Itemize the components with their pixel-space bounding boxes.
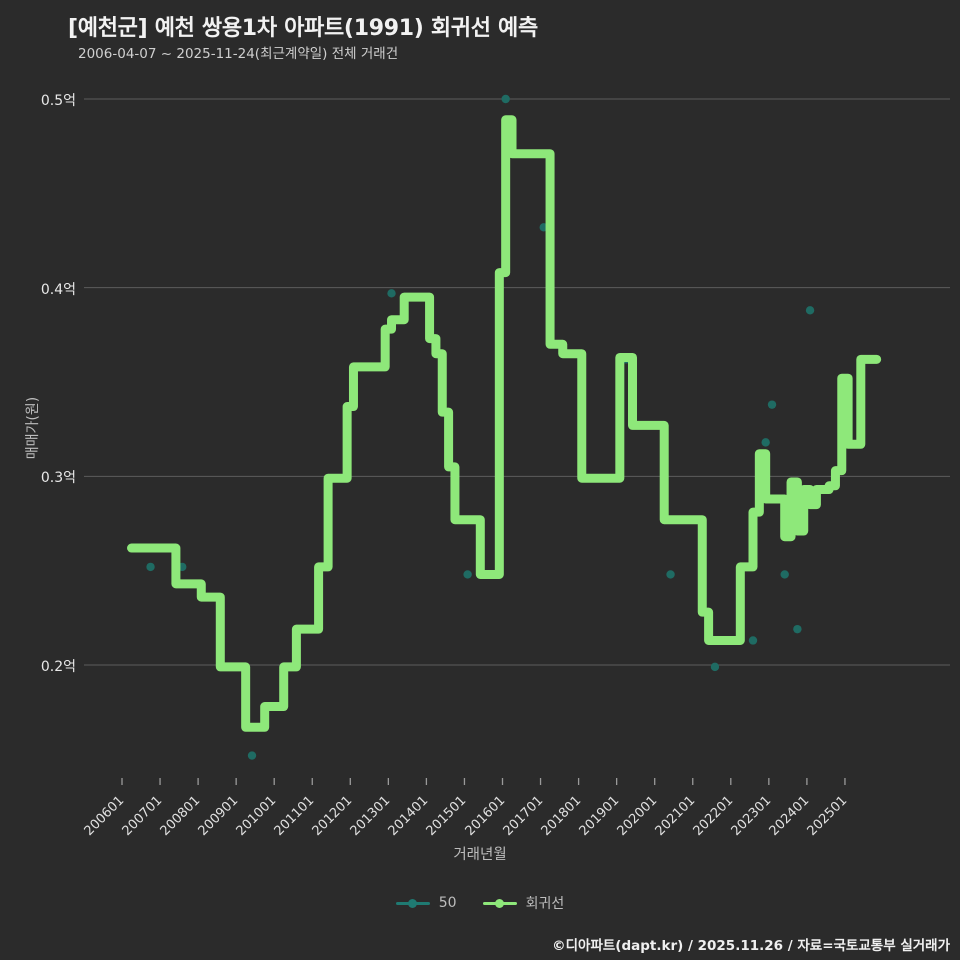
- scatter-series-50: [146, 94, 815, 760]
- footer-credit: ©디아파트(dapt.kr) / 2025.11.26 / 자료=국토교통부 실…: [552, 938, 950, 954]
- x-axis-ticks: [121, 778, 846, 785]
- y-axis-tick-label: 0.5억: [40, 93, 76, 109]
- gridlines: [84, 98, 950, 666]
- legend-entry[interactable]: 회귀선: [482, 893, 565, 913]
- legend-marker-icon: [482, 897, 517, 909]
- y-axis-tick-label: 0.3억: [40, 470, 76, 487]
- chart-subtitle: 2006-04-07 ~ 2025-11-24(최근계약일) 전체 거래건: [78, 46, 399, 62]
- legend-label: 50: [438, 895, 457, 911]
- y-axis-tick-label: 0.4억: [40, 281, 76, 298]
- x-axis-title: 거래년월: [453, 847, 507, 863]
- chart-legend: 50 회귀선: [0, 893, 960, 913]
- page-title: [예천군] 예천 쌍용1차 아파트(1991) 회귀선 예측: [68, 16, 538, 41]
- legend-marker-icon: [395, 897, 430, 909]
- legend-label: 회귀선: [525, 896, 565, 912]
- legend-entry[interactable]: 50: [395, 895, 457, 911]
- y-axis-title: 매매가(원): [25, 396, 41, 460]
- regression-line-series: [127, 115, 882, 732]
- y-axis-tick-label: 0.2억: [40, 659, 76, 675]
